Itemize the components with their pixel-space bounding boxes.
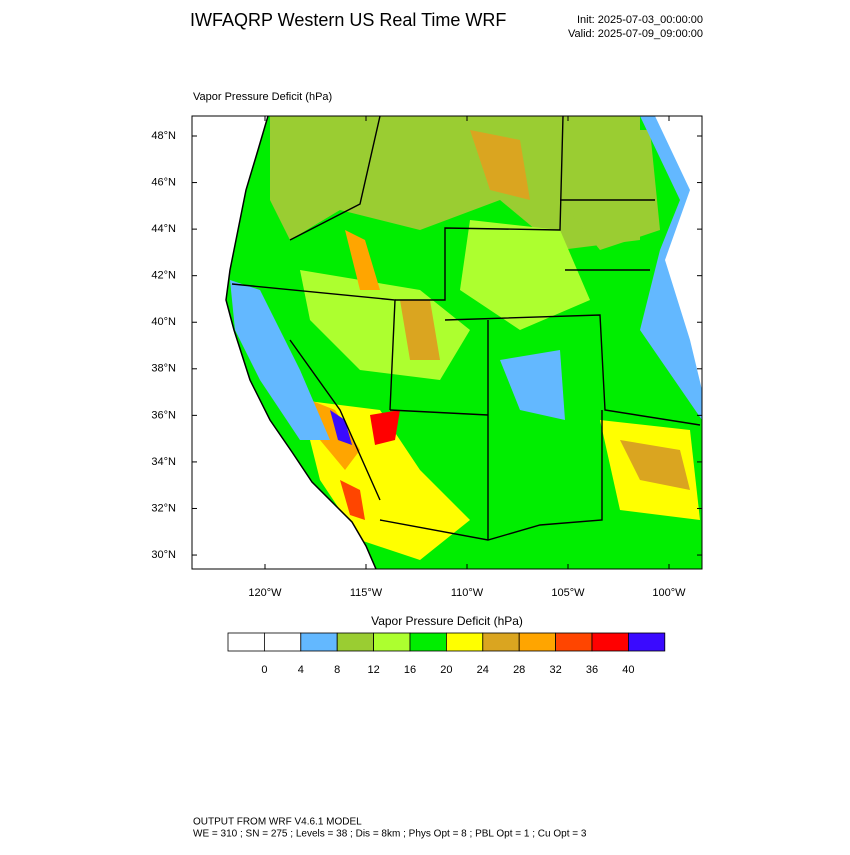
colorbar-box — [482, 632, 520, 652]
colorbar-box — [591, 632, 629, 652]
colorbar-box — [409, 632, 447, 652]
lat-tick-label: 40°N — [151, 316, 176, 328]
colorbar-label: 40 — [622, 664, 634, 676]
colorbar-box — [628, 632, 666, 652]
footer-line: OUTPUT FROM WRF V4.6.1 MODEL — [193, 817, 362, 828]
lat-tick-label: 46°N — [151, 176, 176, 188]
lon-tick-label: 100°W — [652, 587, 686, 599]
map-frame — [191, 115, 703, 570]
colorbar-label: 24 — [477, 664, 489, 676]
colorbar-box — [263, 632, 302, 652]
colorbar-box — [300, 632, 338, 652]
colorbar-title: Vapor Pressure Deficit (hPa) — [371, 614, 523, 628]
lat-tick-label: 30°N — [151, 549, 176, 561]
lat-tick-label: 44°N — [151, 223, 176, 235]
colorbar-label: 36 — [586, 664, 598, 676]
colorbar-label: 8 — [334, 664, 340, 676]
map-subtitle: Vapor Pressure Deficit (hPa) — [193, 91, 332, 103]
lon-tick-label: 115°W — [350, 587, 383, 599]
lat-tick-label: 34°N — [151, 456, 176, 468]
colorbar-box — [373, 632, 411, 652]
colorbar-label: 20 — [440, 664, 452, 676]
lon-tick-label: 105°W — [551, 587, 585, 599]
init-time: Init: 2025-07-03_00:00:00 — [577, 14, 703, 26]
map-field — [192, 116, 702, 569]
lat-tick-label: 32°N — [151, 502, 176, 514]
colorbar-label: 4 — [298, 664, 304, 676]
colorbar-box — [336, 632, 375, 652]
colorbar-label: 0 — [261, 664, 267, 676]
lat-tick-label: 48°N — [151, 130, 176, 142]
colorbar-box — [555, 632, 593, 652]
colorbar-label: 28 — [513, 664, 525, 676]
footer-line: WE = 310 ; SN = 275 ; Levels = 38 ; Dis … — [193, 829, 587, 840]
colorbar-box — [445, 632, 484, 652]
valid-time: Valid: 2025-07-09_09:00:00 — [568, 28, 703, 40]
colorbar-label: 32 — [549, 664, 561, 676]
lat-tick-label: 38°N — [151, 363, 176, 375]
title: IWFAQRP Western US Real Time WRF — [190, 10, 506, 30]
lat-tick-label: 42°N — [151, 270, 176, 282]
lat-tick-label: 36°N — [151, 409, 176, 421]
lon-tick-label: 120°W — [248, 587, 282, 599]
colorbar-label: 16 — [404, 664, 416, 676]
colorbar-box — [227, 632, 265, 652]
colorbar-box — [518, 632, 557, 652]
colorbar-label: 12 — [367, 664, 379, 676]
lon-tick-label: 110°W — [451, 587, 484, 599]
